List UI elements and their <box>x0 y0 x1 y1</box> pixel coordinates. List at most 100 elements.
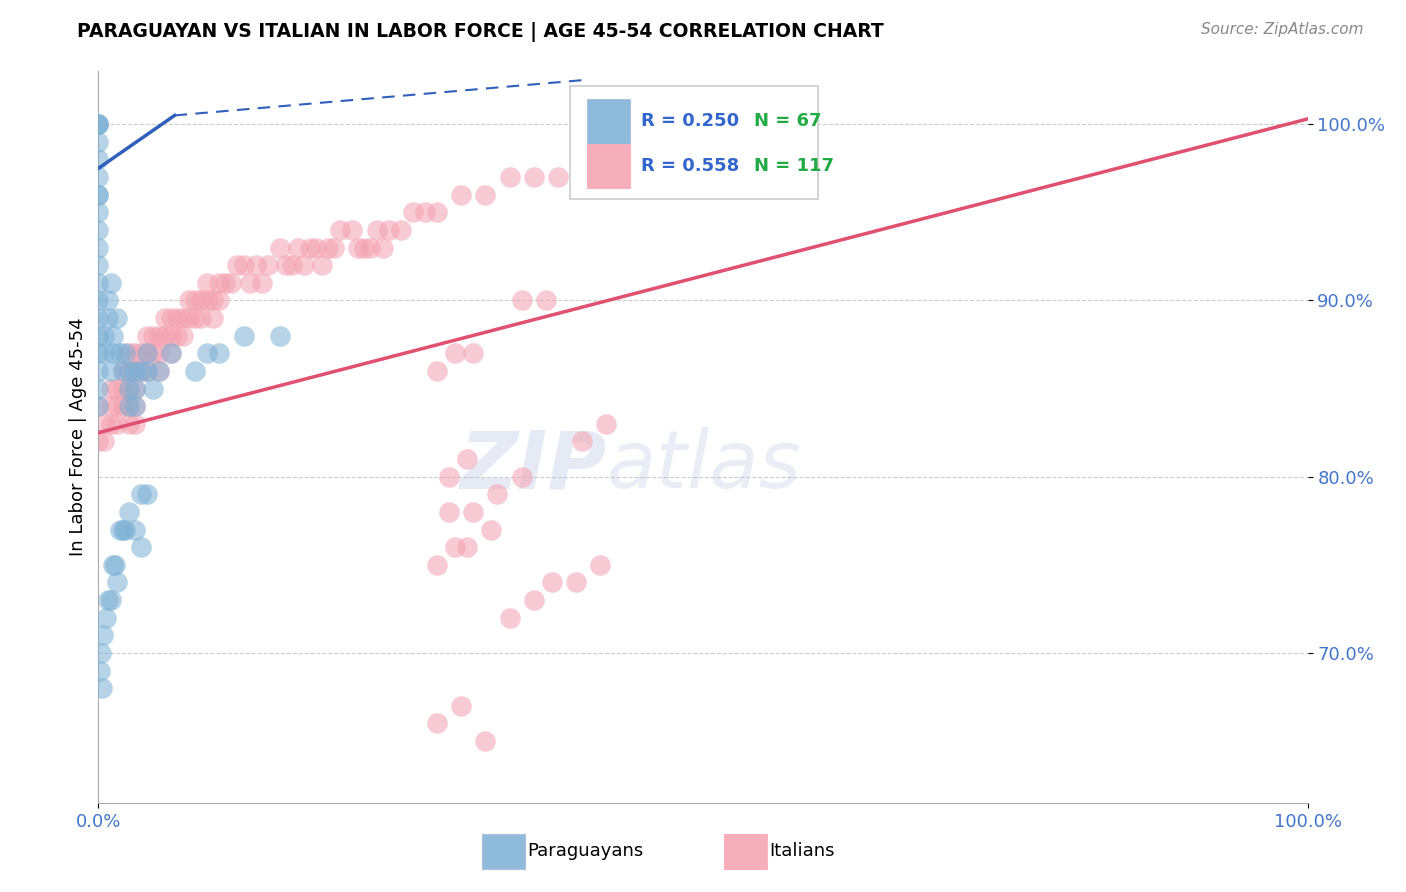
Point <box>208 276 231 290</box>
Point <box>565 575 588 590</box>
Point <box>426 364 449 378</box>
Point <box>104 558 127 572</box>
Point <box>87 170 110 185</box>
Point <box>184 364 207 378</box>
Point <box>456 452 478 467</box>
Point <box>195 276 218 290</box>
Point <box>87 399 110 413</box>
Point <box>100 417 122 431</box>
Point <box>274 258 297 272</box>
Point <box>111 364 134 378</box>
Point <box>426 205 449 219</box>
Point <box>87 328 110 343</box>
Point <box>498 611 520 625</box>
FancyBboxPatch shape <box>569 86 818 200</box>
Point <box>342 223 364 237</box>
Point <box>148 346 170 360</box>
Point <box>100 364 122 378</box>
Point <box>135 364 157 378</box>
FancyBboxPatch shape <box>586 144 630 188</box>
Point <box>87 399 110 413</box>
Point <box>589 558 612 572</box>
Point <box>118 382 141 396</box>
Point <box>292 258 315 272</box>
Point <box>129 487 152 501</box>
Point <box>89 664 111 678</box>
Point <box>129 364 152 378</box>
Point <box>111 399 134 413</box>
Point <box>93 328 115 343</box>
Point <box>269 328 291 343</box>
Point <box>316 241 339 255</box>
Point <box>135 346 157 360</box>
Point <box>179 311 201 326</box>
Point <box>166 328 188 343</box>
Point <box>135 364 157 378</box>
Point <box>135 346 157 360</box>
Point <box>93 417 115 431</box>
Text: R = 0.250: R = 0.250 <box>641 112 740 130</box>
Point <box>323 241 346 255</box>
Point <box>366 223 388 237</box>
Point <box>214 276 236 290</box>
Point <box>148 364 170 378</box>
Point <box>118 399 141 413</box>
Point <box>135 487 157 501</box>
Point <box>124 417 146 431</box>
Point <box>101 328 124 343</box>
Point <box>226 258 249 272</box>
Point <box>444 346 467 360</box>
Point <box>426 716 449 731</box>
Point <box>281 258 304 272</box>
Point <box>474 734 496 748</box>
Point <box>118 417 141 431</box>
Point <box>486 487 509 501</box>
Point <box>160 346 183 360</box>
Point <box>172 311 194 326</box>
Text: atlas: atlas <box>606 427 801 506</box>
Point <box>450 187 472 202</box>
Text: Source: ZipAtlas.com: Source: ZipAtlas.com <box>1201 22 1364 37</box>
Point <box>135 328 157 343</box>
Point <box>129 540 152 554</box>
FancyBboxPatch shape <box>482 833 526 869</box>
Point <box>360 241 382 255</box>
Point <box>118 505 141 519</box>
Point <box>118 382 141 396</box>
Point <box>523 593 546 607</box>
Point <box>540 575 562 590</box>
Point <box>184 311 207 326</box>
Point <box>269 241 291 255</box>
Point <box>108 346 131 360</box>
Point <box>166 311 188 326</box>
Point <box>305 241 328 255</box>
Point <box>118 364 141 378</box>
Point <box>142 382 165 396</box>
Point <box>97 311 120 326</box>
Point <box>232 258 254 272</box>
Point <box>142 328 165 343</box>
FancyBboxPatch shape <box>586 99 630 144</box>
Point <box>124 346 146 360</box>
Text: N = 67: N = 67 <box>754 112 821 130</box>
Point <box>87 364 110 378</box>
Point <box>97 593 120 607</box>
Text: N = 117: N = 117 <box>754 157 834 175</box>
Point <box>437 469 460 483</box>
Text: Paraguayans: Paraguayans <box>527 842 644 860</box>
Text: Italians: Italians <box>769 842 835 860</box>
Point <box>101 346 124 360</box>
Point <box>329 223 352 237</box>
Point <box>160 311 183 326</box>
Point <box>100 382 122 396</box>
Point <box>87 311 110 326</box>
Point <box>299 241 322 255</box>
Point <box>87 241 110 255</box>
Point <box>87 434 110 449</box>
Point <box>179 293 201 308</box>
Point <box>142 346 165 360</box>
Point <box>87 187 110 202</box>
Point <box>571 434 593 449</box>
Point <box>87 276 110 290</box>
Point <box>377 223 399 237</box>
